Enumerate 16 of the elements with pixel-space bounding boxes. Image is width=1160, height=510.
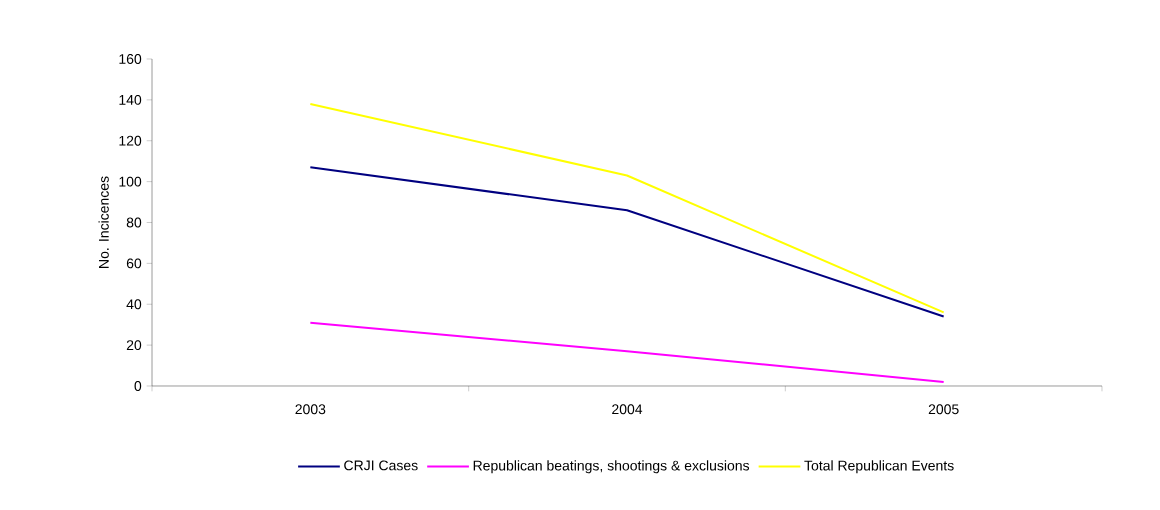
y-tick-label: 60 <box>126 258 142 269</box>
y-tick-label: 80 <box>126 217 142 228</box>
y-axis-title: No. Incicences <box>98 176 109 268</box>
x-tick-label: 2004 <box>612 404 643 415</box>
y-tick-label: 40 <box>126 299 142 310</box>
y-tick-label: 100 <box>119 176 142 187</box>
y-tick-label: 0 <box>134 381 142 391</box>
y-tick-label: 160 <box>119 54 142 64</box>
legend-label: Total Republican Events <box>804 460 954 474</box>
legend-label: Republican beatings, shootings & exclusions <box>473 460 750 474</box>
x-tick-label: 2003 <box>295 404 326 415</box>
legend-label: CRJI Cases <box>344 460 418 471</box>
y-tick-label: 140 <box>119 94 142 105</box>
y-tick-label: 20 <box>126 340 142 351</box>
x-tick-label: 2005 <box>928 404 959 415</box>
y-tick-label: 120 <box>119 135 142 146</box>
